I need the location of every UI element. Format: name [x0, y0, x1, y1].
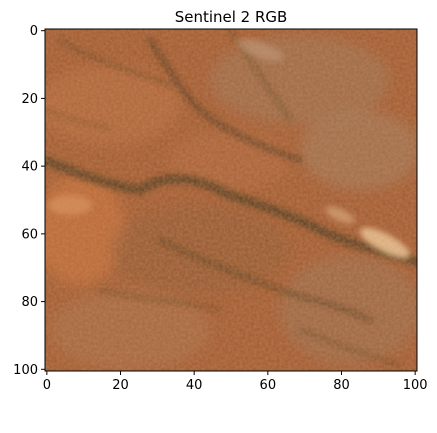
y-tick-label: 60: [21, 227, 38, 242]
y-tick-label: 0: [30, 24, 38, 39]
x-axis: 0 20 40 60 80 100: [43, 371, 428, 393]
x-tick-label: 20: [112, 378, 129, 393]
plot-title: Sentinel 2 RGB: [175, 8, 288, 26]
y-tick-label: 40: [21, 160, 38, 175]
x-tick-label: 80: [333, 378, 350, 393]
y-tick-label: 80: [21, 295, 38, 310]
x-tick-label: 100: [403, 378, 428, 393]
y-tick-label: 20: [21, 92, 38, 107]
y-axis: 0 20 40 60 80 100: [13, 24, 45, 378]
x-tick-label: 60: [260, 378, 277, 393]
x-tick-label: 0: [43, 378, 51, 393]
satellite-image: [35, 29, 420, 371]
y-tick-label: 100: [13, 363, 38, 378]
x-tick-label: 40: [186, 378, 203, 393]
